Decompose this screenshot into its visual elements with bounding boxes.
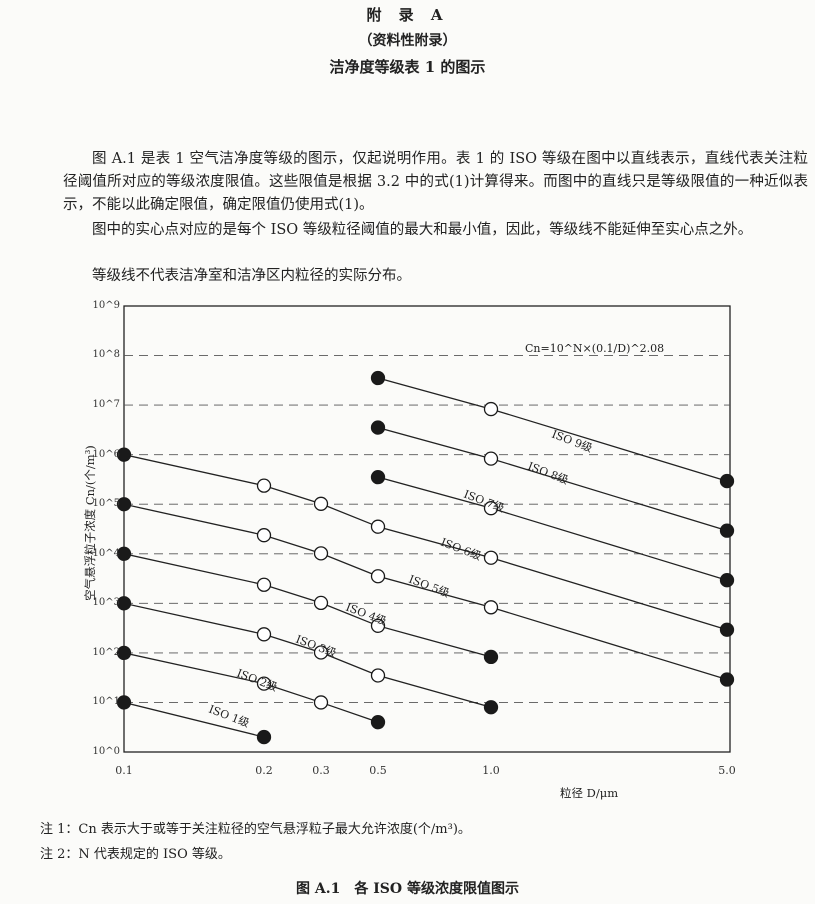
- open-point: [483, 600, 499, 615]
- series-label: ISO 6级: [439, 536, 483, 563]
- appendix-heading: 附 录 A: [366, 6, 449, 24]
- filled-point: [719, 473, 735, 489]
- x-axis-label: 粒径 D/μm: [560, 786, 619, 800]
- x-tick-label: 0.5: [369, 764, 387, 777]
- filled-point: [116, 497, 132, 512]
- series-label: ISO 5级: [407, 573, 451, 600]
- series-line: [123, 701, 265, 738]
- series-label: ISO 7级: [462, 488, 506, 515]
- y-tick-label: 10^5: [92, 498, 120, 509]
- open-point: [313, 645, 329, 660]
- filled-point: [116, 645, 132, 661]
- x-tick-label: 0.3: [312, 764, 330, 777]
- filled-point: [370, 469, 386, 485]
- open-point: [483, 401, 499, 417]
- y-tick-label: 10^1: [92, 696, 120, 707]
- y-axis-label: 空气悬浮粒子浓度 Cn/(个/m³): [83, 445, 97, 601]
- filled-point: [719, 523, 735, 538]
- open-point: [313, 595, 329, 611]
- appendix-nature: （资料性附录）: [358, 33, 457, 49]
- open-point: [313, 496, 329, 511]
- series-line: [123, 602, 492, 708]
- paragraph-1: 图 A.1 是表 1 空气洁净度等级的图示，仅起说明作用。表 1 的 ISO 等…: [63, 151, 808, 213]
- y-tick-label: 10^8: [92, 349, 120, 360]
- series-label: ISO 8级: [526, 460, 570, 487]
- y-tick-label: 10^9: [92, 300, 120, 311]
- filled-point: [483, 649, 499, 665]
- filled-point: [116, 546, 132, 561]
- figure-caption: 图 A.1 各 ISO 等级浓度限值图示: [296, 881, 519, 897]
- open-point: [370, 668, 386, 683]
- paragraph-3: 等级线不代表洁净室和洁净区内粒径的实际分布。: [92, 268, 411, 284]
- filled-point: [370, 370, 386, 386]
- x-tick-label: 0.2: [255, 764, 273, 777]
- series-line: [123, 503, 728, 681]
- x-tick-label: 0.1: [115, 764, 133, 777]
- filled-point: [370, 420, 386, 435]
- y-tick-label: 10^3: [92, 597, 120, 608]
- series-line: [123, 652, 379, 723]
- plot-frame: [123, 305, 731, 753]
- filled-point: [719, 573, 735, 588]
- open-point: [313, 546, 329, 561]
- open-point: [483, 550, 499, 565]
- filled-point: [370, 715, 386, 730]
- y-tick-label: 10^4: [92, 548, 120, 559]
- x-tick-label: 1.0: [482, 764, 500, 777]
- open-point: [370, 618, 386, 633]
- x-tick-label: 5.0: [718, 764, 736, 777]
- open-point: [313, 695, 329, 710]
- filled-point: [116, 695, 132, 710]
- open-point: [256, 627, 272, 642]
- filled-point: [116, 447, 132, 462]
- filled-point: [256, 729, 272, 745]
- open-point: [370, 569, 386, 584]
- series-line: [377, 476, 728, 581]
- section-title: 洁净度等级表 1 的图示: [329, 58, 486, 76]
- note-1: 注 1：Cn 表示大于或等于关注粒径的空气悬浮粒子最大允许浓度(个/m³)。: [40, 822, 471, 837]
- note-2: 注 2：N 代表规定的 ISO 等级。: [40, 847, 231, 862]
- filled-point: [719, 622, 735, 637]
- open-point: [483, 501, 499, 516]
- filled-point: [483, 700, 499, 715]
- series-label: ISO 1级: [207, 703, 251, 730]
- open-point: [256, 478, 272, 493]
- series-label: ISO 2级: [235, 667, 279, 694]
- open-point: [256, 528, 272, 543]
- filled-point: [116, 596, 132, 611]
- series-label: ISO 9级: [550, 428, 594, 455]
- series-line: [123, 454, 728, 631]
- y-tick-label: 10^0: [92, 746, 120, 757]
- filled-point: [719, 672, 735, 687]
- y-tick-label: 10^7: [92, 399, 120, 410]
- y-tick-label: 10^6: [92, 449, 120, 460]
- y-tick-label: 10^2: [92, 647, 120, 658]
- open-point: [483, 451, 499, 466]
- open-point: [256, 577, 272, 592]
- formula-annotation: Cn=10^N×(0.1/D)^2.08: [525, 342, 665, 355]
- series-label: ISO 4级: [344, 601, 388, 628]
- series-line: [377, 377, 728, 482]
- open-point: [370, 519, 386, 534]
- open-point: [256, 676, 272, 691]
- paragraph-2: 图中的实心点对应的是每个 ISO 等级粒径阈值的最大和最小值，因此，等级线不能延…: [92, 222, 753, 238]
